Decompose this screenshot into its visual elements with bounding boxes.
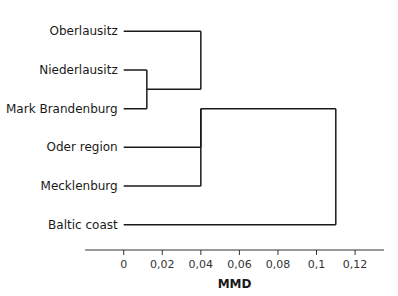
merge-link: [124, 109, 201, 186]
tick-label: 0,06: [227, 258, 252, 271]
leaf-label: Mecklenburg: [41, 179, 118, 193]
merge-link: [124, 70, 147, 109]
merge-link: [124, 31, 201, 89]
leaf-label: Oberlausitz: [49, 24, 117, 38]
tick-label: 0: [120, 258, 127, 271]
tick: [239, 250, 240, 255]
tick-label: 0,02: [150, 258, 175, 271]
tick-label: 0,1: [308, 258, 326, 271]
tick: [277, 250, 278, 255]
leaf-labels: Oberlausitz Niederlausitz Mark Brandenburg…: [6, 24, 118, 231]
leaf-label: Oder region: [47, 140, 118, 154]
axis-line: [85, 250, 384, 251]
tick-label: 0,08: [266, 258, 291, 271]
tick: [200, 250, 201, 255]
x-axis-label: MMD: [218, 277, 252, 291]
tick: [355, 250, 356, 255]
tick: [162, 250, 163, 255]
tick-label: 0,04: [189, 258, 214, 271]
leaf-label: Niederlausitz: [39, 63, 118, 77]
leaf-label: Mark Brandenburg: [6, 102, 118, 116]
merge-link: [124, 109, 336, 225]
tick: [316, 250, 317, 255]
leaf-label: Baltic coast: [48, 218, 118, 232]
chart: Oberlausitz Niederlausitz Mark Brandenburg…: [0, 0, 398, 296]
x-axis: 0 0,02 0,04 0,06 0,08 0,1 0,12: [85, 250, 384, 271]
tick: [123, 250, 124, 255]
tick-label: 0,12: [343, 258, 368, 271]
dendrogram: [124, 31, 336, 224]
merge-link: [124, 109, 201, 148]
